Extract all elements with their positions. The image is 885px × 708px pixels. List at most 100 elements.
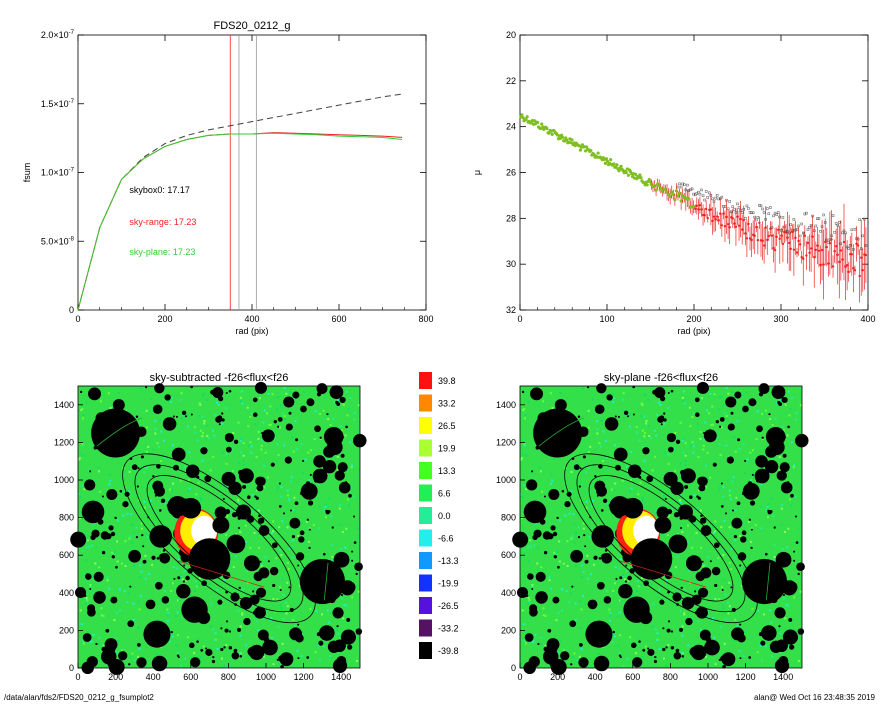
star-mask [543, 495, 546, 498]
noise-pixel [357, 590, 360, 593]
noise-pixel [536, 562, 539, 565]
star-mask [734, 391, 742, 399]
x-tick-label: 1000 [256, 672, 276, 682]
sky-range-point [809, 224, 813, 227]
y-tick-label: 28 [506, 213, 516, 223]
data-point [758, 221, 761, 224]
noise-pixel [336, 455, 339, 458]
star-mask [700, 607, 704, 611]
data-point [654, 188, 658, 192]
sky-range-point [863, 217, 866, 221]
noise-pixel [331, 556, 334, 559]
data-point [834, 244, 838, 248]
noise-pixel [563, 649, 566, 652]
noise-pixel [736, 420, 739, 423]
noise-pixel [99, 490, 102, 493]
noise-pixel [95, 546, 98, 549]
star-mask [742, 405, 749, 413]
star-mask [336, 625, 339, 628]
star-mask [248, 644, 265, 661]
x-tick-label: 200 [157, 314, 172, 324]
y-tick-label: 800 [59, 513, 74, 523]
noise-pixel [559, 392, 562, 395]
noise-pixel [593, 563, 596, 566]
data-point [770, 234, 774, 237]
star-mask [768, 413, 771, 416]
aperture-ellipse [564, 453, 758, 624]
star-mask [222, 497, 225, 500]
data-point [617, 169, 621, 173]
noise-pixel [534, 633, 537, 636]
noise-pixel [693, 412, 696, 415]
noise-pixel [679, 609, 682, 612]
noise-pixel [225, 643, 228, 646]
noise-pixel [324, 505, 327, 508]
star-mask [348, 493, 352, 498]
x-tick-label: 1400 [331, 672, 351, 682]
noise-pixel [591, 499, 594, 502]
sky-range-point [758, 204, 761, 207]
noise-pixel [608, 608, 611, 611]
noise-pixel [601, 459, 604, 462]
star-mask [279, 588, 282, 592]
star-mask [351, 550, 354, 553]
noise-pixel [735, 496, 738, 499]
noise-pixel [129, 535, 132, 538]
noise-pixel [751, 607, 754, 610]
noise-pixel [557, 651, 560, 654]
noise-pixel [277, 625, 280, 628]
noise-pixel [580, 576, 583, 579]
noise-pixel [681, 652, 684, 655]
noise-pixel [273, 436, 276, 439]
data-point [703, 214, 706, 217]
star-mask [790, 493, 794, 498]
noise-pixel [679, 421, 682, 424]
sky-range-point [686, 183, 689, 187]
data-point [831, 265, 835, 268]
star-mask [602, 498, 608, 503]
noise-pixel [712, 423, 715, 426]
noise-pixel [598, 442, 601, 445]
star-mask [628, 464, 642, 478]
noise-pixel [260, 444, 263, 447]
star-mask [95, 642, 98, 646]
star-mask [684, 484, 689, 489]
noise-pixel [212, 429, 215, 432]
star-mask [569, 620, 577, 628]
star-mask [190, 657, 201, 668]
noise-pixel [522, 409, 525, 412]
data-point [861, 268, 864, 272]
noise-pixel [622, 392, 625, 395]
sky-range-point [800, 222, 803, 226]
noise-pixel [280, 607, 283, 610]
noise-pixel [255, 456, 258, 459]
noise-pixel [725, 386, 728, 389]
data-point [787, 241, 791, 245]
noise-pixel [782, 429, 785, 432]
noise-pixel [198, 402, 201, 405]
noise-pixel [186, 414, 189, 417]
star-mask [183, 564, 186, 567]
noise-pixel [587, 467, 590, 470]
star-mask [288, 411, 292, 415]
noise-pixel [325, 503, 328, 506]
noise-pixel [202, 431, 205, 434]
colorbar-swatch [419, 574, 432, 592]
noise-pixel [249, 441, 252, 444]
star-mask [224, 432, 235, 443]
noise-pixel [550, 483, 553, 486]
noise-pixel [199, 576, 202, 579]
noise-pixel [527, 600, 530, 603]
colorbar-swatch [419, 529, 432, 547]
data-point [845, 263, 849, 267]
noise-pixel [688, 569, 691, 572]
noise-pixel [151, 563, 154, 566]
y-tick-label: 1.0×10-7 [41, 168, 75, 178]
noise-pixel [684, 463, 687, 466]
noise-pixel [643, 394, 646, 397]
star-mask [733, 535, 738, 539]
noise-pixel [625, 570, 628, 573]
noise-pixel [708, 412, 711, 415]
colorbar-swatch [419, 597, 432, 614]
